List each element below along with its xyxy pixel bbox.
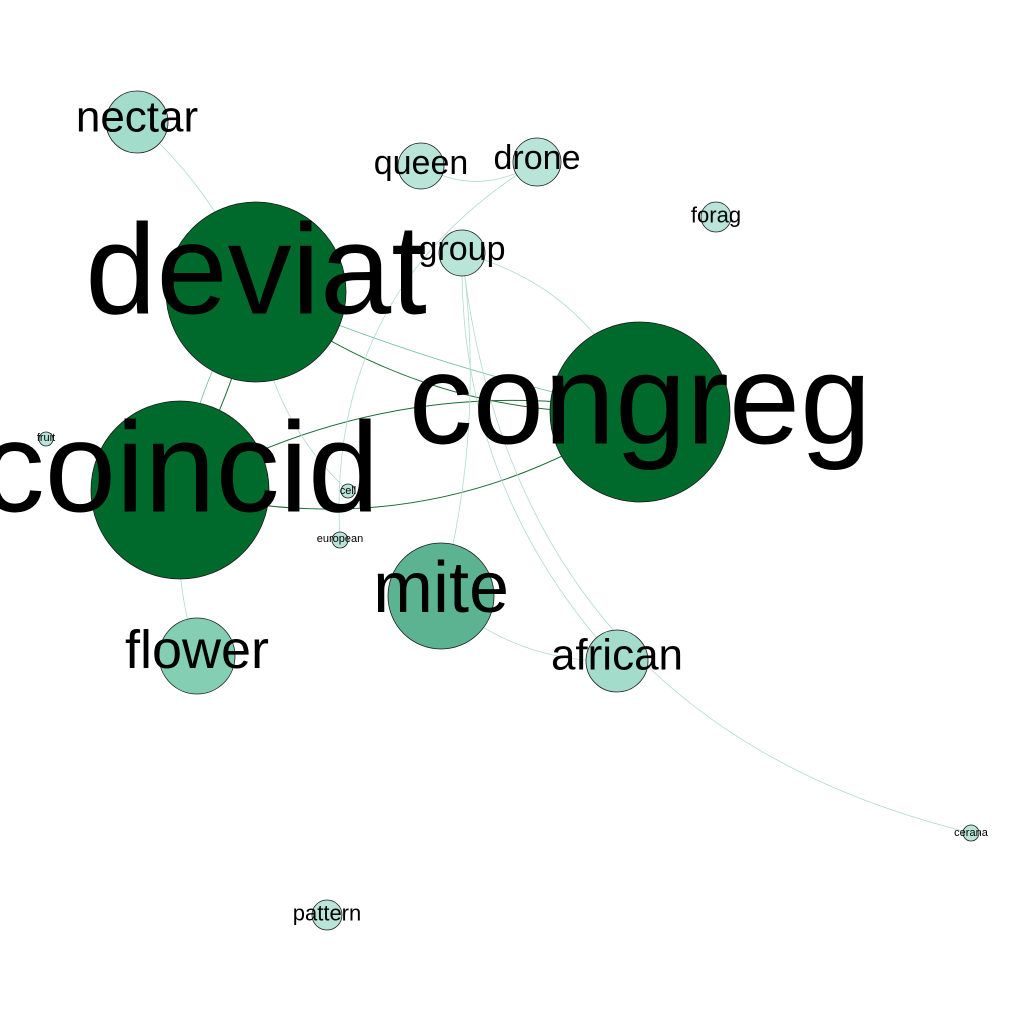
label-cell: cell: [340, 485, 357, 497]
label-group: group: [419, 230, 506, 268]
label-african: african: [551, 631, 683, 680]
node-deviat[interactable]: [165, 201, 347, 383]
node-mite[interactable]: [387, 542, 495, 650]
node-european[interactable]: [331, 531, 349, 549]
node-pattern[interactable]: [311, 899, 343, 931]
node-forag[interactable]: [700, 201, 732, 233]
node-congreg[interactable]: [549, 321, 731, 503]
node-cerana[interactable]: [962, 824, 980, 842]
label-european: european: [317, 533, 364, 545]
node-drone[interactable]: [512, 137, 562, 187]
node-queen[interactable]: [397, 142, 445, 190]
node-fruit[interactable]: [38, 431, 54, 447]
label-flower: flower: [125, 620, 269, 680]
label-deviat: deviat: [85, 199, 427, 342]
node-nectar[interactable]: [105, 90, 169, 154]
label-forag: forag: [691, 203, 741, 228]
label-pattern: pattern: [293, 901, 362, 926]
node-layer: [38, 90, 980, 931]
node-flower[interactable]: [158, 617, 236, 695]
label-coincid: coincid: [0, 397, 379, 540]
node-group[interactable]: [438, 229, 486, 277]
edge-drone-european: [338, 161, 538, 541]
label-cerana: cerana: [954, 827, 989, 839]
label-nectar: nectar: [76, 93, 198, 142]
label-fruit: fruit: [37, 432, 55, 444]
node-coincid[interactable]: [90, 400, 270, 580]
label-queen: queen: [374, 144, 469, 182]
label-congreg: congreg: [409, 329, 872, 472]
edge-group-african: [461, 252, 618, 662]
node-cell[interactable]: [340, 483, 356, 499]
label-drone: drone: [494, 139, 581, 177]
node-african[interactable]: [585, 629, 649, 693]
label-mite: mite: [373, 548, 509, 628]
